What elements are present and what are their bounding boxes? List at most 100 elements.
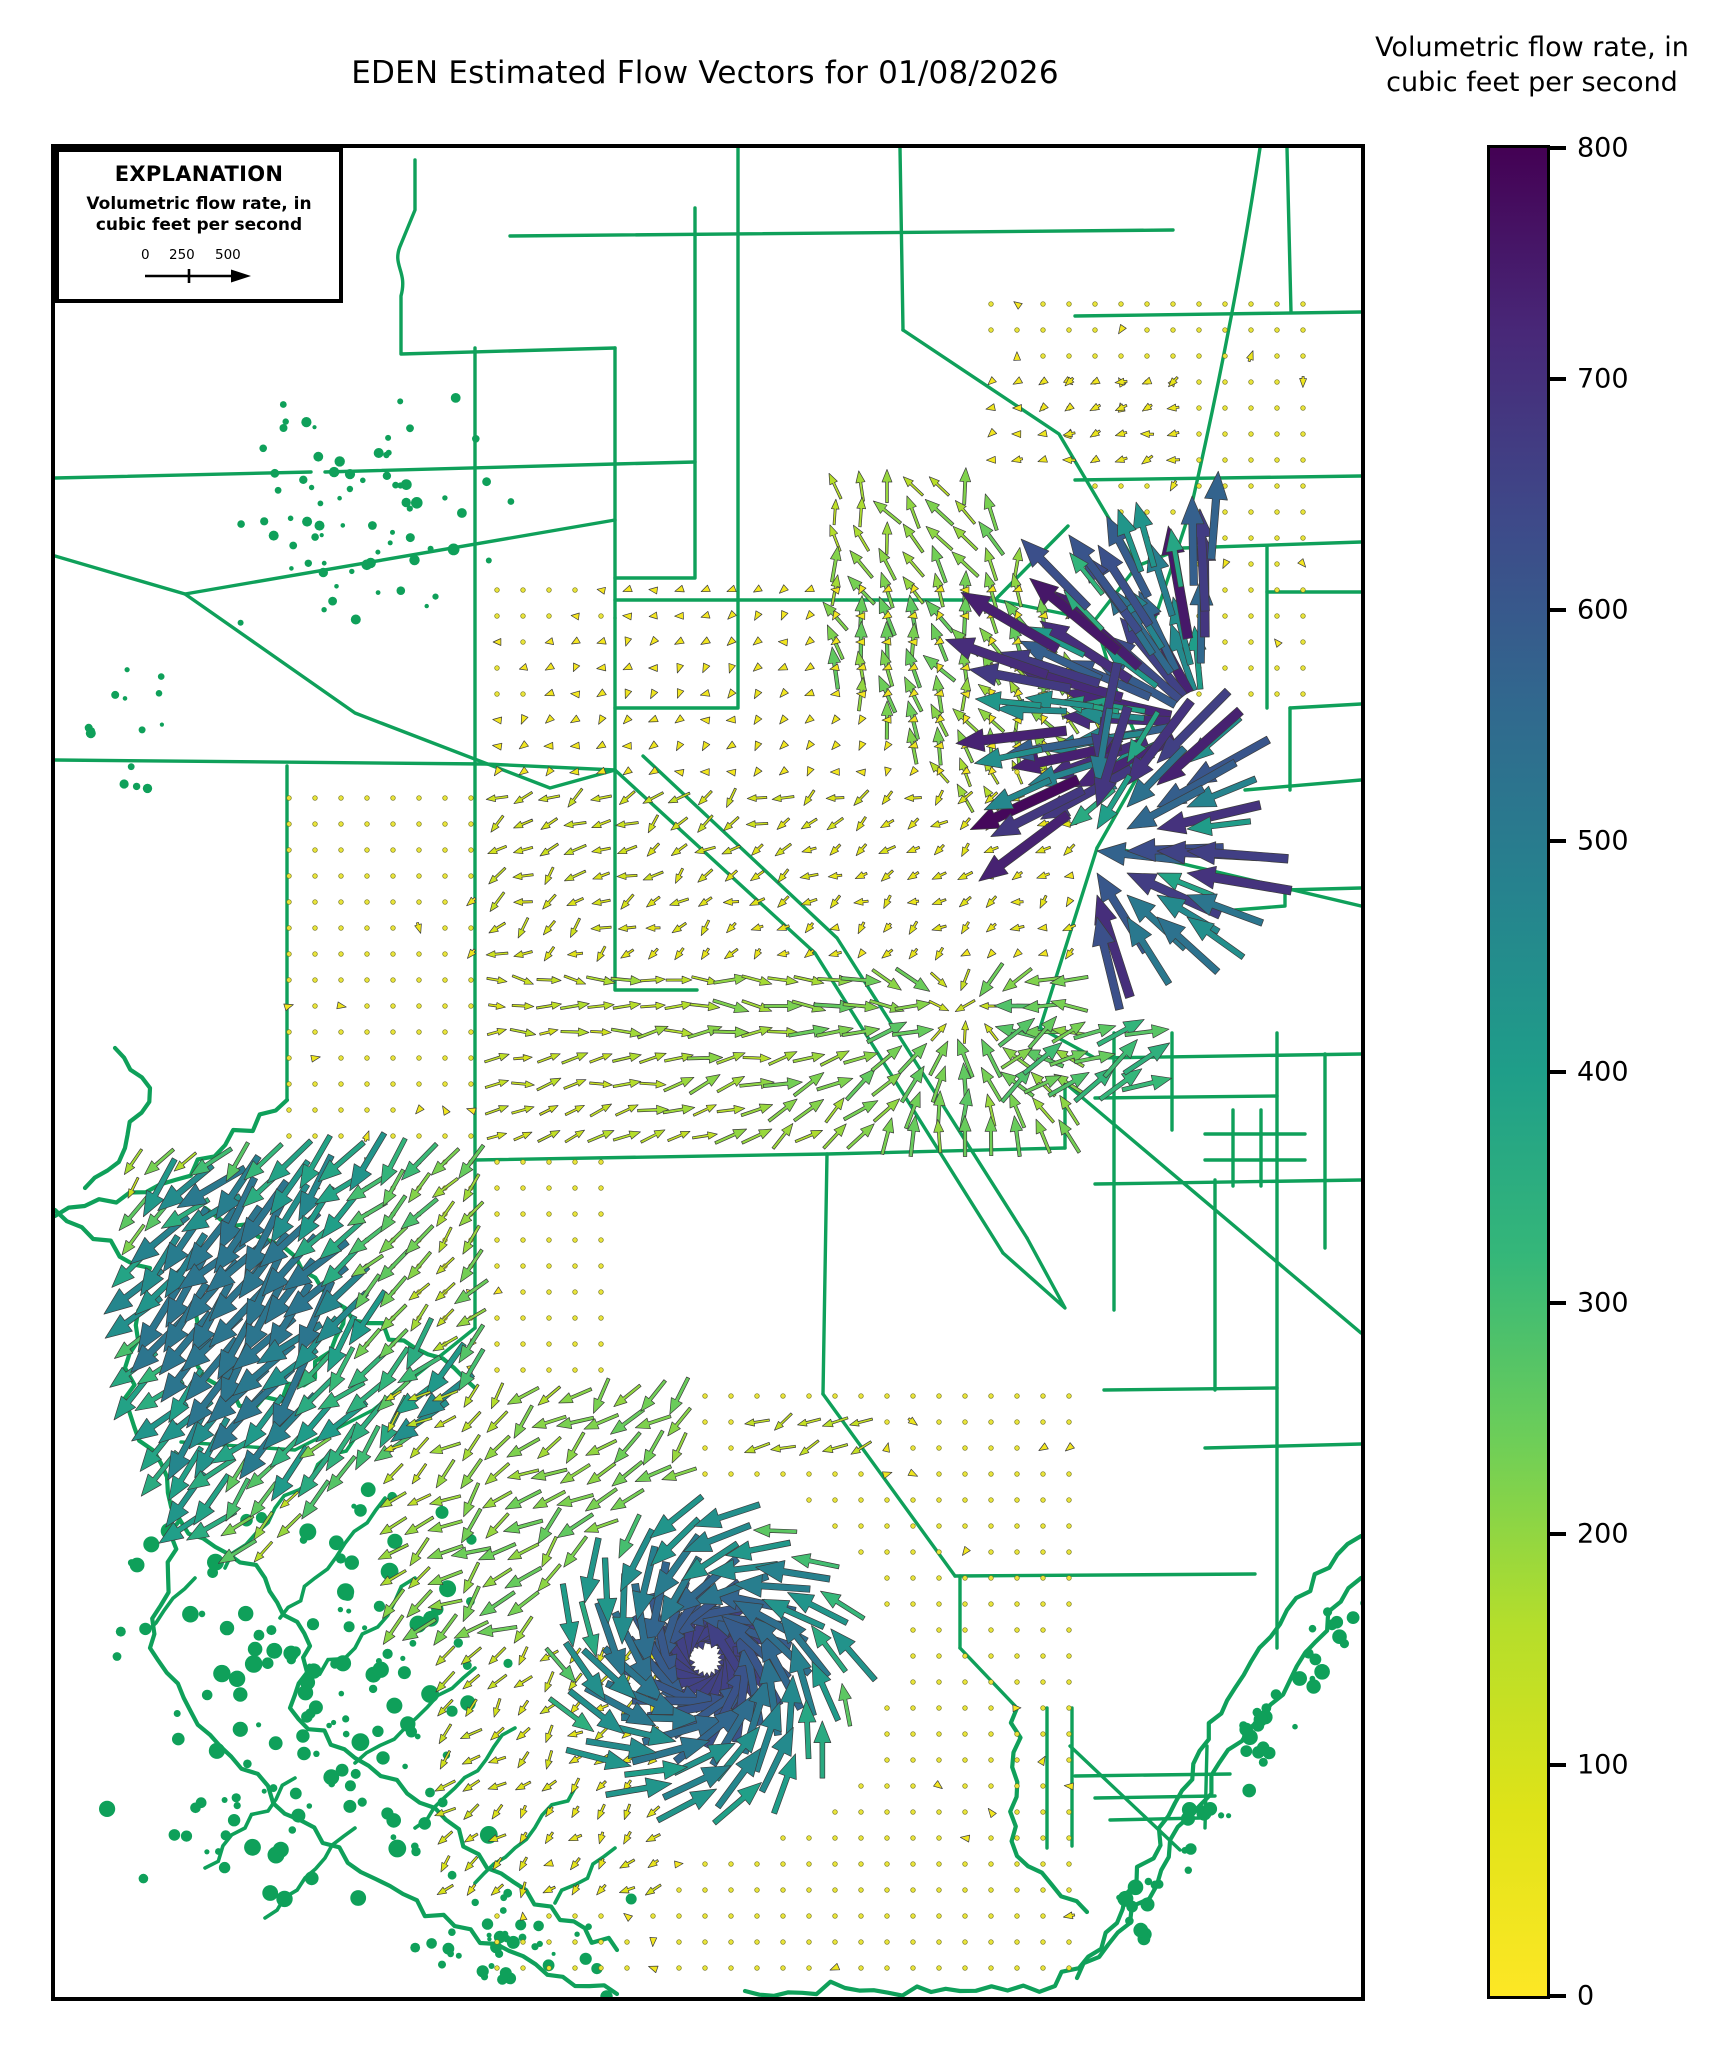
flow-dot-zero bbox=[988, 1523, 994, 1529]
flow-dot-zero bbox=[1300, 613, 1306, 619]
flow-vector bbox=[317, 1380, 366, 1410]
flow-vector bbox=[954, 999, 976, 1013]
flow-vector bbox=[667, 1130, 691, 1143]
flow-dot-zero bbox=[936, 1861, 942, 1867]
flow-vector bbox=[405, 1416, 433, 1428]
flow-dot-zero bbox=[1248, 379, 1254, 385]
flow-dot-zero bbox=[1274, 509, 1280, 515]
island-blob bbox=[233, 1802, 241, 1810]
flow-dot-zero bbox=[962, 1523, 968, 1529]
island-blob bbox=[438, 1960, 446, 1969]
flow-vector bbox=[776, 923, 790, 931]
flow-vector bbox=[594, 1601, 626, 1679]
island-blob bbox=[351, 1733, 370, 1751]
flow-dot-zero bbox=[962, 1913, 968, 1919]
island-blob bbox=[426, 1938, 437, 1949]
flow-vector bbox=[753, 714, 763, 725]
flow-vector bbox=[776, 817, 791, 830]
flow-vector bbox=[978, 810, 1072, 882]
flow-vector bbox=[842, 1000, 880, 1013]
flow-vector bbox=[568, 1755, 582, 1764]
flow-dot-zero bbox=[806, 1939, 812, 1945]
island-blob bbox=[500, 1894, 508, 1902]
flow-dot-zero bbox=[806, 1497, 812, 1503]
flow-dot-zero bbox=[468, 977, 474, 983]
flow-vector bbox=[640, 1001, 666, 1010]
flow-vector bbox=[615, 1104, 639, 1117]
flow-dot-zero bbox=[1066, 1419, 1072, 1425]
flow-vector bbox=[1121, 1074, 1173, 1093]
island-blob bbox=[218, 1861, 231, 1874]
flow-vector bbox=[409, 1537, 430, 1567]
flow-dot-zero bbox=[1248, 405, 1254, 411]
island-blob bbox=[328, 596, 337, 606]
flow-vector bbox=[1011, 455, 1024, 463]
flow-vector bbox=[642, 870, 664, 881]
flow-vector bbox=[642, 1429, 665, 1466]
canal-line bbox=[1063, 1081, 1361, 1335]
flow-dot-zero bbox=[910, 1887, 916, 1893]
flow-vector bbox=[583, 1413, 620, 1430]
flow-vector bbox=[454, 1278, 489, 1305]
flow-vector bbox=[1051, 1021, 1086, 1044]
flow-vector bbox=[646, 842, 661, 857]
flow-vector bbox=[933, 689, 945, 697]
flow-vector bbox=[958, 895, 972, 908]
flow-dot-zero bbox=[572, 587, 578, 593]
flow-dot-zero bbox=[598, 1159, 604, 1165]
flow-dot-zero bbox=[936, 1913, 942, 1919]
flow-vector bbox=[674, 1860, 684, 1869]
flow-vector bbox=[933, 741, 944, 750]
flow-vector bbox=[543, 741, 554, 750]
island-blob bbox=[317, 500, 324, 507]
flow-vector bbox=[225, 1141, 250, 1182]
island-blob bbox=[159, 722, 164, 727]
flow-vector bbox=[507, 1542, 540, 1561]
flow-vector bbox=[750, 870, 765, 882]
flow-vector bbox=[479, 1590, 516, 1617]
flow-dot-zero bbox=[1274, 561, 1280, 567]
flow-vector bbox=[540, 817, 559, 830]
island-blob bbox=[507, 498, 515, 505]
flow-vector bbox=[1058, 1119, 1082, 1154]
flow-dot-zero bbox=[1248, 483, 1254, 489]
island-blob bbox=[297, 1746, 311, 1761]
flow-vector bbox=[379, 1303, 408, 1332]
flow-vector bbox=[986, 948, 997, 959]
flow-vector bbox=[623, 1803, 632, 1820]
flow-dot-zero bbox=[1300, 353, 1306, 359]
flow-vector bbox=[570, 690, 581, 699]
flow-dot-zero bbox=[1040, 1965, 1046, 1971]
flow-vector bbox=[569, 741, 580, 750]
island-blob bbox=[457, 508, 467, 518]
flow-vector bbox=[811, 1660, 841, 1722]
flow-dot-zero bbox=[1222, 431, 1228, 437]
flow-vector bbox=[618, 1513, 642, 1559]
flow-vector bbox=[484, 1079, 509, 1089]
flow-dot-zero bbox=[988, 1965, 994, 1971]
flow-vector bbox=[700, 919, 711, 936]
colorbar-tick-label: 400 bbox=[1577, 1056, 1629, 1088]
island-blob bbox=[406, 424, 414, 433]
flow-vector bbox=[605, 1777, 673, 1798]
flow-vector bbox=[173, 1151, 198, 1172]
flow-vector bbox=[958, 1115, 972, 1157]
flow-vector bbox=[622, 662, 633, 671]
island-blob bbox=[340, 523, 346, 528]
flow-vector bbox=[934, 714, 945, 724]
flow-vector bbox=[382, 1168, 406, 1207]
flow-vector bbox=[647, 1859, 659, 1868]
flow-vector bbox=[466, 1883, 477, 1896]
flow-dot-zero bbox=[988, 1887, 994, 1893]
flow-dot-zero bbox=[1014, 1419, 1020, 1425]
flow-dot-zero bbox=[624, 1939, 630, 1945]
flow-vector bbox=[1117, 508, 1145, 573]
island-blob bbox=[372, 1725, 384, 1738]
flow-dot-zero bbox=[1274, 483, 1280, 489]
island-blob bbox=[390, 1834, 397, 1841]
flow-dot-zero bbox=[910, 1549, 916, 1555]
flow-vector bbox=[617, 924, 637, 932]
island-blob bbox=[490, 1941, 503, 1954]
flow-dot-zero bbox=[442, 847, 448, 853]
